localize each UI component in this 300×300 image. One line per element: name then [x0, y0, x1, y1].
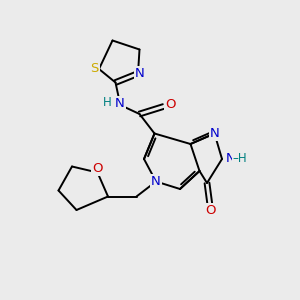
Text: N: N — [210, 127, 219, 140]
Text: S: S — [90, 62, 99, 76]
Text: O: O — [92, 161, 103, 175]
Text: –H: –H — [232, 152, 247, 166]
Text: N: N — [226, 152, 236, 166]
Text: N: N — [135, 67, 144, 80]
Text: N: N — [115, 97, 125, 110]
Text: H: H — [103, 95, 112, 109]
Text: O: O — [205, 204, 215, 218]
Text: N: N — [151, 175, 161, 188]
Text: O: O — [165, 98, 175, 112]
